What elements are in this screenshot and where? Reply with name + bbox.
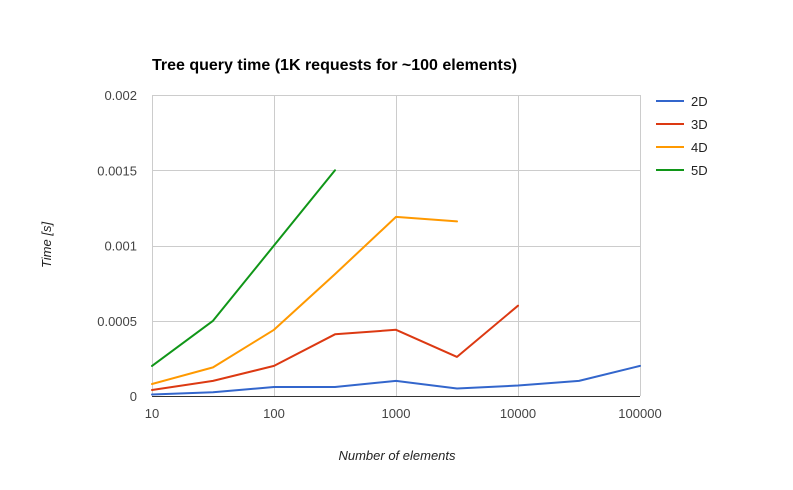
legend-entry-5d: 5D — [656, 163, 708, 178]
grid — [152, 95, 641, 397]
series-line-5d — [151, 169, 336, 367]
y-axis-title: Time [s] — [39, 222, 54, 268]
series-lines — [151, 169, 641, 396]
legend-label: 2D — [691, 94, 708, 109]
x-tick-label: 10 — [145, 406, 159, 421]
y-tick-label: 0.0015 — [97, 163, 137, 178]
chart-title: Tree query time (1K requests for ~100 el… — [152, 57, 517, 74]
x-axis-title: Number of elements — [338, 448, 456, 463]
legend: 2D 3D 4D 5D — [656, 94, 708, 178]
y-axis-ticks: 0 0.0005 0.001 0.0015 0.002 — [97, 88, 137, 404]
y-tick-label: 0.0005 — [97, 314, 137, 329]
x-axis-ticks: 10 100 1000 10000 100000 — [145, 406, 662, 421]
y-tick-label: 0.001 — [104, 239, 137, 254]
y-tick-label: 0 — [130, 389, 137, 404]
legend-label: 4D — [691, 140, 708, 155]
y-tick-label: 0.002 — [104, 88, 137, 103]
series-line-3d — [151, 304, 519, 391]
legend-label: 3D — [691, 117, 708, 132]
series-line-4d — [151, 215, 458, 385]
x-tick-label: 100000 — [618, 406, 661, 421]
legend-entry-2d: 2D — [656, 94, 708, 109]
x-tick-label: 100 — [263, 406, 285, 421]
x-tick-label: 1000 — [382, 406, 411, 421]
series-line-2d — [151, 364, 641, 396]
x-tick-label: 10000 — [500, 406, 536, 421]
legend-entry-3d: 3D — [656, 117, 708, 132]
legend-label: 5D — [691, 163, 708, 178]
legend-entry-4d: 4D — [656, 140, 708, 155]
